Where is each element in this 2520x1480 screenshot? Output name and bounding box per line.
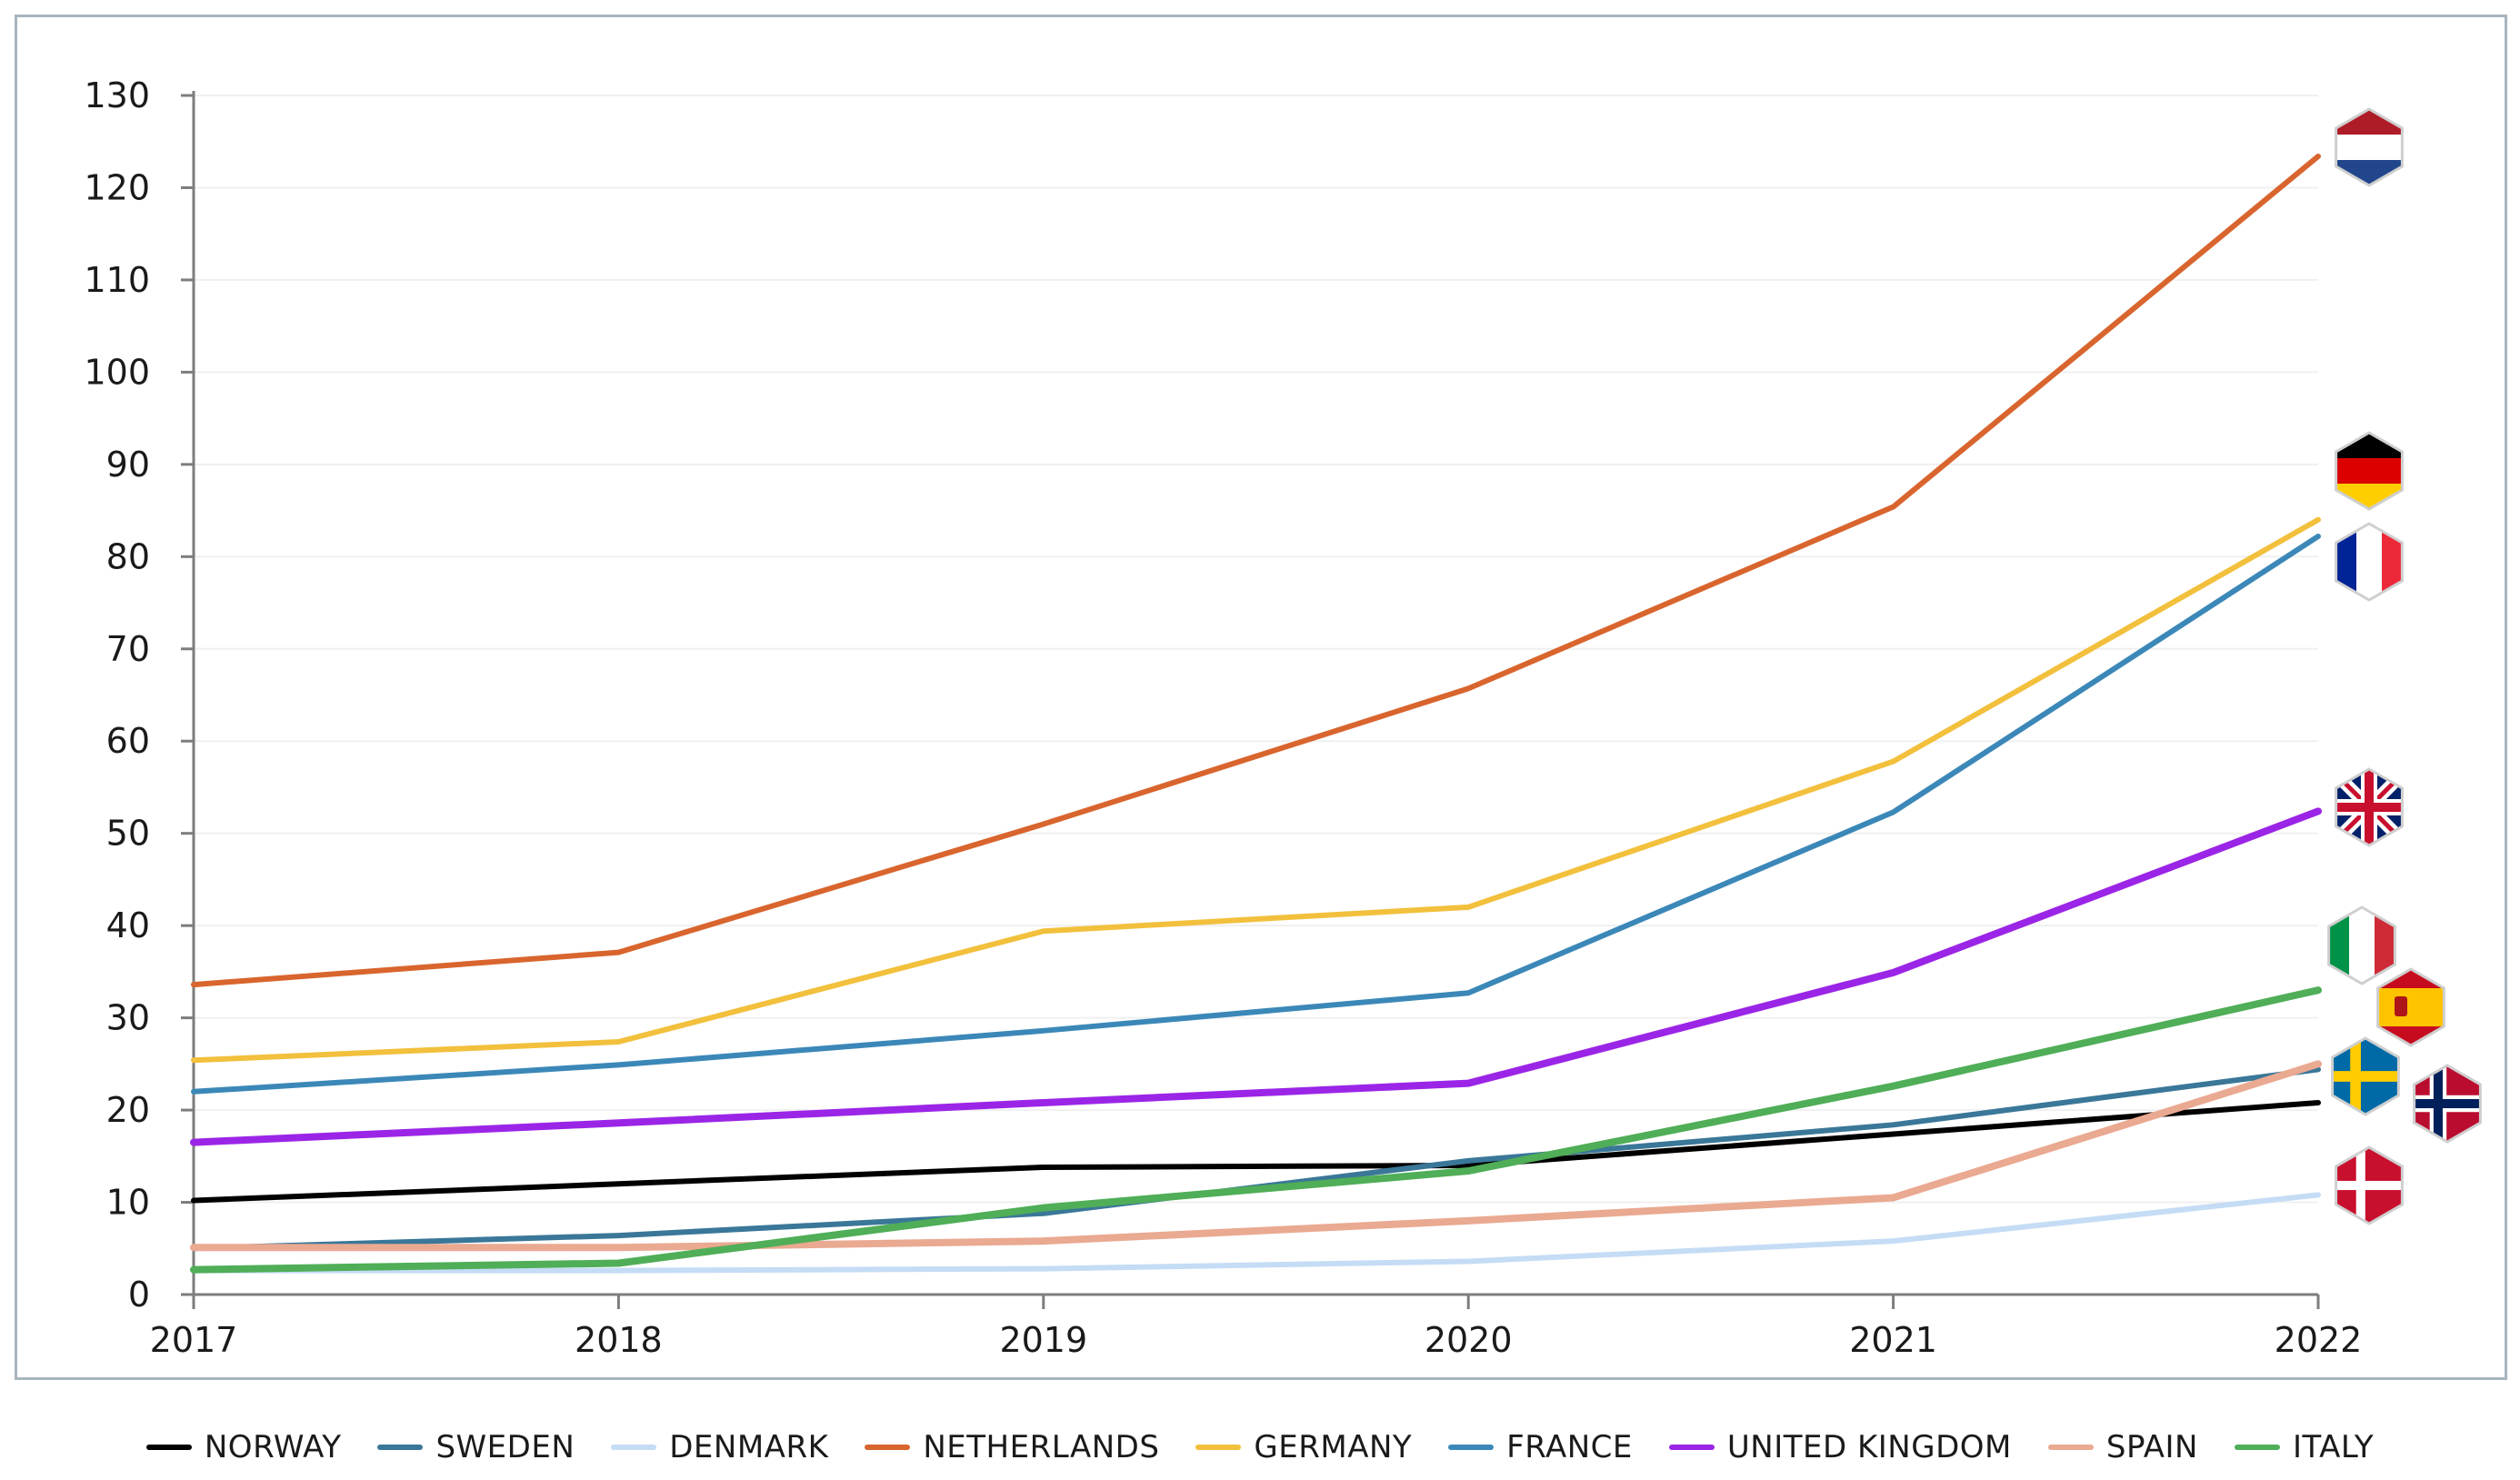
flag-hexagon-border — [2376, 967, 2445, 1047]
flag-hexagon-border — [2335, 522, 2404, 602]
spain-flag-icon — [2377, 969, 2445, 1045]
germany-flag-icon — [2335, 433, 2403, 509]
legend-item-united-kingdom: UNITED KINGDOM — [1668, 1429, 2012, 1465]
legend-label: UNITED KINGDOM — [1726, 1429, 2012, 1465]
y-tick-label: 130 — [84, 75, 150, 115]
y-tick-label: 50 — [106, 814, 150, 854]
flag-hexagon-border — [2331, 1036, 2400, 1116]
y-tick-label: 40 — [106, 905, 150, 945]
legend-swatch — [1668, 1445, 1715, 1450]
y-tick-label: 110 — [84, 260, 150, 300]
x-tick-label: 2018 — [575, 1320, 663, 1360]
series-line-united-kingdom — [190, 807, 2322, 1146]
flag-hexagon-border — [2327, 905, 2396, 985]
legend-item-netherlands: NETHERLANDS — [865, 1429, 1159, 1465]
legend-label: SWEDEN — [435, 1429, 575, 1465]
legend-label: SPAIN — [2105, 1429, 2198, 1465]
series-line-spain — [190, 1060, 2322, 1252]
legend-label: NORWAY — [204, 1429, 342, 1465]
norway-flag-icon — [2414, 1065, 2481, 1142]
y-tick-label: 100 — [84, 352, 150, 392]
series-line-germany — [191, 516, 2321, 1064]
x-tick-label: 2021 — [1849, 1320, 1937, 1360]
series-line-france — [191, 533, 2321, 1095]
legend-label: ITALY — [2293, 1429, 2375, 1465]
x-tick-label: 2022 — [2275, 1320, 2363, 1360]
legend-item-italy: ITALY — [2235, 1429, 2374, 1465]
legend-swatch — [865, 1445, 911, 1450]
y-tick-label: 70 — [106, 629, 150, 669]
flag-hexagon-border — [2335, 767, 2404, 847]
y-tick-label: 0 — [128, 1275, 150, 1315]
legend-item-norway: NORWAY — [145, 1429, 342, 1465]
denmark-flag-icon — [2335, 1147, 2403, 1224]
netherlands-flag-icon — [2335, 109, 2403, 185]
france-flag-icon — [2335, 524, 2403, 600]
flag-hexagon-border — [2413, 1064, 2482, 1144]
legend-swatch — [2047, 1445, 2094, 1450]
flag-hexagon-border — [2335, 107, 2404, 187]
legend-item-france: FRANCE — [1448, 1429, 1633, 1465]
flag-hexagon-border — [2335, 431, 2404, 511]
chart-frame — [15, 15, 2507, 1380]
legend-swatch — [2235, 1445, 2280, 1450]
series-line-italy — [190, 986, 2322, 1274]
y-tick-label: 10 — [106, 1183, 150, 1223]
legend-swatch — [611, 1445, 657, 1450]
legend-item-spain: SPAIN — [2047, 1429, 2198, 1465]
y-tick-label: 60 — [106, 721, 150, 761]
x-tick-label: 2017 — [150, 1320, 238, 1360]
italy-flag-icon — [2328, 907, 2395, 984]
legend: NORWAY SWEDEN DENMARK NETHERLANDS GERMANY FRA… — [0, 1420, 2520, 1475]
legend-swatch — [145, 1445, 192, 1450]
y-tick-label: 30 — [106, 998, 150, 1038]
x-tick-label: 2020 — [1425, 1320, 1513, 1360]
flag-hexagon-border — [2335, 1145, 2404, 1225]
legend-swatch — [377, 1445, 424, 1450]
series-line-netherlands — [191, 153, 2321, 988]
uk-flag-icon — [2335, 769, 2403, 845]
legend-item-denmark: DENMARK — [611, 1429, 828, 1465]
sweden-flag-icon — [2332, 1038, 2399, 1115]
x-tick-label: 2019 — [999, 1320, 1087, 1360]
legend-item-germany: GERMANY — [1195, 1429, 1412, 1465]
y-tick-label: 20 — [106, 1090, 150, 1130]
legend-item-sweden: SWEDEN — [377, 1429, 575, 1465]
legend-label: FRANCE — [1506, 1429, 1633, 1465]
legend-swatch — [1195, 1445, 1242, 1450]
legend-label: NETHERLANDS — [923, 1429, 1160, 1465]
y-tick-label: 90 — [106, 445, 150, 485]
y-tick-label: 80 — [106, 536, 150, 576]
legend-label: GERMANY — [1254, 1429, 1413, 1465]
legend-swatch — [1448, 1445, 1495, 1450]
legend-label: DENMARK — [669, 1429, 829, 1465]
series-line-denmark — [191, 1192, 2321, 1274]
y-tick-label: 120 — [84, 167, 150, 207]
series-line-norway — [191, 1099, 2321, 1204]
